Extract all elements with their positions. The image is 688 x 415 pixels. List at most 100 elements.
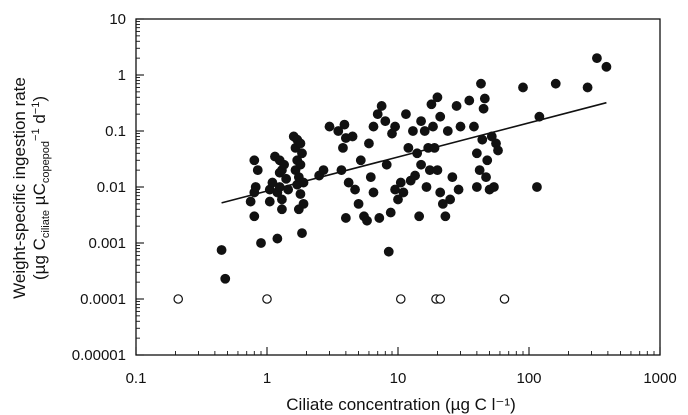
axis-tick-labels: 0.1 1 10 100 1000 0.00001 0.0001 0.001 0.01 0.1 1 1… bbox=[72, 11, 677, 387]
filled-data-point bbox=[592, 53, 602, 64]
filled-data-point bbox=[534, 111, 545, 122]
y-label-sub-copepod: copepod bbox=[40, 141, 52, 183]
y-axis-label: Weight-specific ingestion rate (µg Ccili… bbox=[10, 77, 52, 299]
filled-data-point bbox=[347, 131, 358, 142]
filled-data-point bbox=[469, 121, 479, 132]
filled-data-point bbox=[353, 198, 364, 209]
filled-data-point bbox=[432, 92, 443, 103]
filled-data-point bbox=[297, 228, 307, 239]
y-label-close: ) bbox=[30, 96, 49, 102]
filled-data-point bbox=[435, 187, 446, 198]
filled-data-point bbox=[550, 78, 561, 89]
filled-data-point bbox=[412, 148, 423, 159]
filled-data-point bbox=[442, 126, 453, 136]
filled-data-point bbox=[493, 145, 503, 156]
filled-data-point bbox=[279, 159, 289, 170]
filled-data-point bbox=[340, 213, 351, 223]
filled-data-point bbox=[297, 148, 307, 159]
filled-data-point bbox=[437, 198, 448, 209]
filled-data-point bbox=[362, 215, 372, 226]
x-tick-label: 0.1 bbox=[126, 370, 147, 387]
filled-data-point bbox=[401, 109, 411, 120]
filled-data-point bbox=[295, 138, 306, 149]
filled-data-point bbox=[324, 121, 335, 132]
filled-data-point bbox=[416, 116, 426, 127]
y-tick-label: 0.001 bbox=[88, 235, 126, 252]
filled-data-point bbox=[381, 159, 392, 170]
filled-data-point bbox=[267, 177, 278, 188]
filled-data-point bbox=[482, 155, 493, 166]
filled-data-point bbox=[249, 211, 260, 222]
filled-data-point bbox=[336, 165, 347, 176]
filled-data-point bbox=[343, 177, 354, 188]
filled-data-point bbox=[318, 165, 329, 176]
filled-data-point bbox=[355, 155, 366, 166]
filled-data-point bbox=[414, 211, 425, 222]
filled-data-point bbox=[272, 233, 283, 244]
filled-data-point bbox=[471, 182, 482, 192]
filled-data-point bbox=[445, 194, 456, 205]
x-tick-label: 1 bbox=[263, 370, 271, 387]
filled-data-point bbox=[256, 238, 266, 248]
filled-data-point bbox=[264, 196, 275, 207]
filled-data-point bbox=[601, 61, 612, 72]
filled-data-point bbox=[477, 134, 488, 145]
filled-data-point bbox=[372, 109, 383, 120]
filled-data-point bbox=[410, 170, 420, 181]
filled-data-point bbox=[582, 82, 593, 93]
y-axis-label-line2: (µg Cciliate µCcopepod−1 d−1) bbox=[30, 96, 52, 280]
y-axis-label-line1: Weight-specific ingestion rate bbox=[10, 77, 29, 299]
y-tick-label: 0.0001 bbox=[80, 291, 126, 308]
filled-data-point bbox=[249, 155, 260, 166]
filled-data-point bbox=[350, 184, 360, 195]
filled-data-point bbox=[451, 101, 462, 111]
filled-data-point bbox=[447, 172, 458, 183]
x-tick-label: 100 bbox=[516, 370, 541, 387]
y-tick-label: 0.00001 bbox=[72, 347, 126, 364]
filled-data-point bbox=[277, 194, 287, 205]
filled-data-point bbox=[474, 165, 485, 176]
filled-data-point bbox=[220, 273, 231, 284]
y-label-sup-2: −1 bbox=[30, 102, 42, 115]
filled-data-point bbox=[408, 126, 418, 136]
filled-data-point bbox=[398, 187, 409, 198]
x-tick-label: 10 bbox=[390, 370, 407, 387]
filled-data-point bbox=[216, 245, 227, 255]
filled-data-point bbox=[440, 211, 451, 222]
filled-data-point bbox=[376, 101, 387, 111]
x-tick-label: 1000 bbox=[643, 370, 676, 387]
filled-data-point bbox=[419, 126, 430, 136]
y-tick-label: 0.1 bbox=[105, 123, 126, 140]
open-data-point bbox=[395, 294, 406, 304]
filled-data-point bbox=[374, 213, 385, 223]
y-tick-label: 0.01 bbox=[97, 179, 126, 196]
filled-data-point bbox=[385, 207, 396, 218]
filled-data-point bbox=[295, 189, 306, 199]
filled-data-point bbox=[333, 126, 344, 136]
filled-data-point bbox=[298, 198, 309, 209]
filled-data-point bbox=[298, 177, 309, 188]
y-label-d: d bbox=[30, 114, 49, 128]
filled-data-point bbox=[364, 138, 374, 149]
filled-data-point bbox=[277, 204, 287, 215]
filled-data-point bbox=[455, 121, 466, 132]
open-data-point bbox=[262, 294, 272, 304]
filled-data-point bbox=[245, 196, 256, 207]
filled-data-point bbox=[479, 93, 490, 104]
y-tick-label: 10 bbox=[109, 11, 126, 28]
y-label-open: (µg C bbox=[30, 238, 49, 280]
x-axis-label: Ciliate concentration (µg C l⁻¹) bbox=[286, 395, 515, 414]
filled-data-point bbox=[274, 182, 285, 192]
y-label-sup-1: −1 bbox=[30, 128, 42, 141]
open-data-point bbox=[173, 294, 184, 304]
filled-data-point bbox=[281, 173, 292, 184]
y-label-mid: µC bbox=[30, 183, 49, 210]
open-data-point bbox=[435, 294, 446, 304]
filled-data-point bbox=[435, 111, 446, 122]
filled-data-point bbox=[471, 148, 482, 159]
filled-data-point bbox=[390, 121, 400, 132]
axis-ticks bbox=[135, 18, 661, 356]
filled-data-point bbox=[421, 182, 432, 192]
filled-data-point bbox=[368, 187, 379, 198]
